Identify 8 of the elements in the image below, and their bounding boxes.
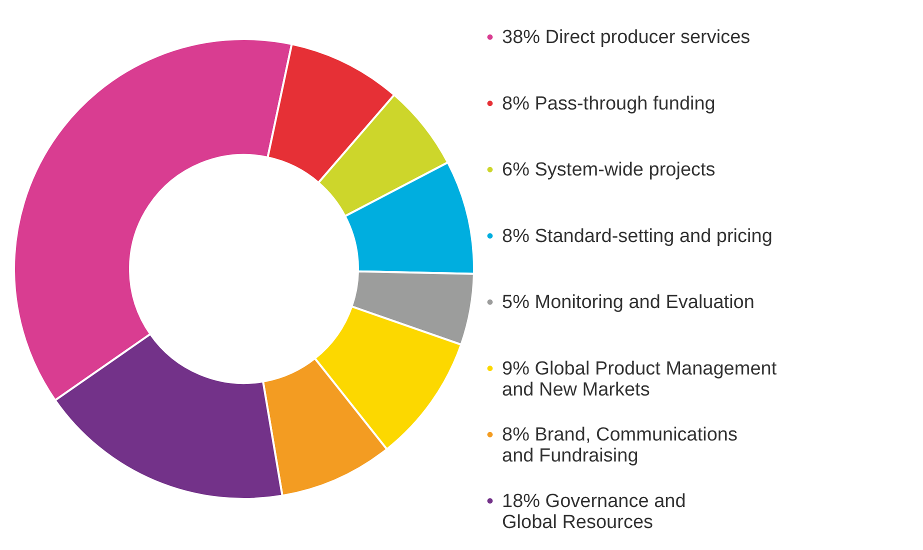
legend-label: 6% System-wide projects: [502, 160, 716, 181]
legend-label: 8% Brand, Communications and Fundraising: [502, 424, 738, 467]
legend-label: 8% Pass-through funding: [502, 93, 716, 114]
legend-label: 8% Standard-setting and pricing: [502, 226, 772, 247]
legend-label: 9% Global Product Management and New Markets: [502, 358, 778, 400]
legend-label: 18% Governance and Global Resources: [502, 490, 686, 533]
legend-label: 5% Monitoring and Evaluation: [502, 292, 754, 314]
legend-label: 38% Direct producer services: [502, 27, 750, 48]
